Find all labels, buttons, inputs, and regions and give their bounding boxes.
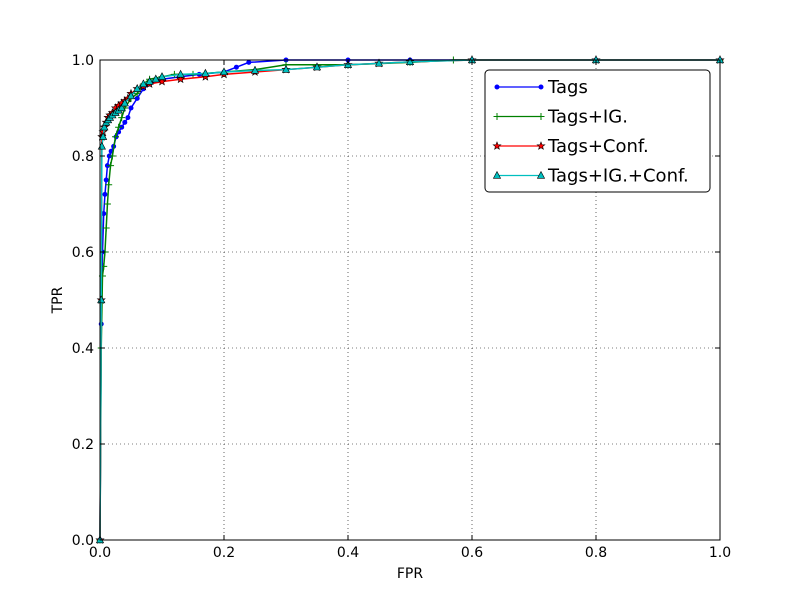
y-tick-label: 1.0 — [72, 53, 94, 69]
legend-marker — [492, 141, 502, 150]
ticks — [99, 59, 721, 541]
data-point — [108, 152, 116, 160]
data-point — [151, 74, 160, 83]
legend-label: Tags+IG. — [547, 107, 628, 128]
x-tick-label: 0.4 — [337, 545, 359, 561]
y-axis-label: TPR — [50, 286, 66, 314]
data-point — [118, 114, 126, 122]
data-point — [103, 200, 111, 208]
x-tick-labels: 0.0 0.2 0.4 0.6 0.8 1.0 — [89, 545, 731, 561]
x-tick-label: 1.0 — [709, 545, 731, 561]
data-point — [145, 76, 154, 85]
data-point — [128, 105, 134, 111]
data-point — [102, 224, 110, 232]
data-point — [139, 79, 148, 88]
data-point — [176, 74, 186, 84]
data-point — [405, 57, 415, 66]
data-point — [115, 123, 123, 131]
legend-marker — [492, 170, 502, 179]
data-point — [219, 67, 229, 76]
legend-entry-4: Tags+IG.+Conf. — [492, 166, 689, 187]
data-point — [125, 115, 131, 121]
x-tick-label: 0.2 — [213, 545, 235, 561]
legend-marker — [538, 84, 544, 90]
x-axis-label: FPR — [397, 566, 423, 582]
data-point — [312, 62, 322, 71]
data-point — [250, 65, 260, 74]
legend-box — [484, 69, 711, 193]
y-tick-labels: 0.0 0.2 0.4 0.6 0.8 1.0 — [72, 53, 94, 549]
legend-marker — [536, 141, 546, 150]
data-point — [201, 68, 210, 77]
y-tick-label: 0.8 — [72, 149, 94, 165]
data-point — [103, 177, 109, 183]
data-point — [112, 133, 119, 141]
x-tick-label: 0.6 — [461, 545, 483, 561]
data-point — [176, 69, 185, 78]
legend-marker — [494, 84, 500, 90]
x-tick-label: 0.8 — [585, 545, 607, 561]
data-point — [97, 295, 106, 304]
data-point — [120, 98, 129, 107]
data-point — [107, 162, 115, 170]
legend-marker — [536, 170, 546, 179]
data-point — [157, 76, 167, 86]
x-tick-label: 0.0 — [89, 545, 111, 561]
legend-label: Tags — [547, 77, 588, 98]
data-point — [102, 191, 108, 197]
data-point — [126, 91, 136, 100]
y-tick-label: 0.0 — [72, 533, 94, 549]
legend-marker — [493, 113, 501, 120]
legend-entry-2: Tags+IG. — [493, 107, 628, 128]
legend-entry-1: Tags — [494, 77, 588, 98]
data-point — [281, 64, 291, 73]
y-tick-label: 0.6 — [72, 245, 94, 261]
data-point — [233, 64, 239, 70]
legend-label: Tags+Conf. — [547, 136, 649, 157]
data-point — [246, 59, 252, 65]
data-point — [374, 58, 384, 67]
legend-entry-3: Tags+Conf. — [492, 136, 649, 157]
data-point — [133, 84, 142, 92]
data-point — [100, 122, 109, 131]
data-point — [157, 72, 167, 80]
y-tick-label: 0.4 — [72, 341, 94, 357]
legend-label: Tags+IG.+Conf. — [547, 166, 689, 187]
legend-marker — [537, 113, 545, 120]
data-point — [99, 132, 108, 140]
data-point — [122, 119, 128, 125]
legend: Tags Tags+IG. Tags+Conf. Tags+IG.+Conf. — [484, 69, 711, 193]
data-point — [117, 103, 126, 112]
plot-frame — [99, 59, 721, 541]
data-point — [105, 181, 113, 189]
y-tick-label: 0.2 — [72, 437, 94, 453]
